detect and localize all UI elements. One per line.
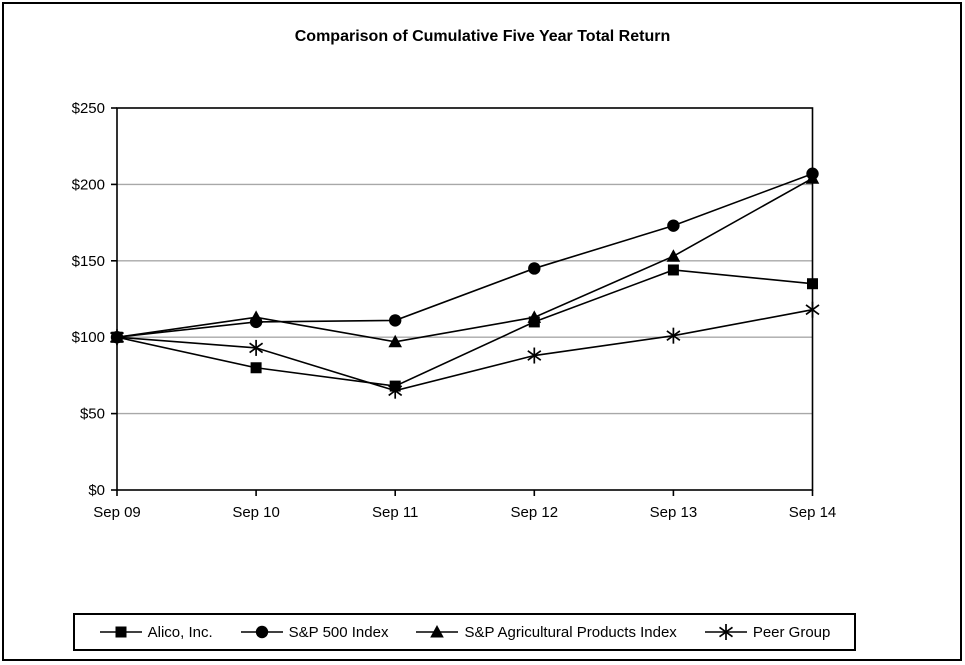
x-tick-label-sep-12: Sep 12 [511, 504, 559, 521]
x-tick-label-sep-13: Sep 13 [650, 504, 698, 521]
marker-triangle-s-p-agricultural-products-index [805, 171, 820, 184]
circle-marker-icon [240, 625, 283, 639]
legend-item-s-p-agricultural-products-index: S&P Agricultural Products Index [415, 623, 677, 641]
marker-square-alico-inc [667, 264, 679, 276]
triangle-marker-icon [416, 625, 459, 638]
x-tick-label-sep-14: Sep 14 [789, 504, 837, 521]
y-tick-label: $250 [72, 100, 105, 117]
marker-asterisk-peer-group [249, 339, 264, 356]
legend-item-s-p-500-index: S&P 500 Index [240, 623, 389, 641]
legend-item-peer-group: Peer Group [704, 623, 831, 641]
series-line-peer-group [116, 308, 813, 392]
legend-item-label: Peer Group [752, 623, 831, 641]
y-tick-label: $0 [88, 482, 105, 499]
marker-circle-s-p-500-index [528, 262, 541, 275]
y-axis: $0 $50 $100 $150 $200 $250 [72, 100, 117, 499]
series-s-p-agricultural-products-index [110, 171, 820, 348]
marker-asterisk-peer-group [388, 382, 403, 399]
y-tick-label: $200 [72, 176, 105, 193]
plot-border [116, 107, 814, 491]
marker-triangle-s-p-agricultural-products-index [249, 310, 263, 323]
asterisk-marker-icon [704, 624, 747, 640]
marker-circle-s-p-500-index [667, 219, 680, 232]
series-line-s-p-agricultural-products-index [116, 177, 813, 343]
y-tick-label: $50 [80, 406, 105, 423]
series-peer-group [110, 301, 820, 399]
chart-title: Comparison of Cumulative Five Year Total… [294, 28, 671, 45]
square-marker-icon [99, 626, 142, 638]
x-tick-label-sep-10: Sep 10 [232, 504, 280, 521]
marker-triangle-s-p-agricultural-products-index [666, 249, 681, 262]
gridlines [117, 183, 813, 415]
legend-item-label: S&P 500 Index [288, 623, 389, 641]
x-tick-label-sep-09: Sep 09 [93, 504, 141, 521]
marker-asterisk-peer-group [110, 329, 124, 346]
series-line-s-p-500-index [116, 172, 813, 338]
x-tick-label-sep-11: Sep 11 [372, 504, 418, 521]
marker-square-alico-inc [807, 278, 818, 290]
series-line-alico-inc [116, 269, 813, 387]
y-tick-label: $150 [72, 253, 105, 270]
marker-triangle-s-p-agricultural-products-index [527, 310, 542, 323]
legend-item-label: S&P Agricultural Products Index [464, 623, 677, 641]
marker-square-alico-inc [250, 362, 262, 374]
marker-asterisk-peer-group [805, 301, 820, 318]
y-tick-label: $100 [72, 329, 105, 346]
series-s-p-500-index [110, 167, 819, 344]
legend-item-label: Alico, Inc. [147, 623, 213, 641]
marker-triangle-s-p-agricultural-products-index [388, 334, 402, 348]
marker-asterisk-peer-group [666, 327, 681, 344]
legend-box: Alico, Inc. S&P 500 Index S&P Agricultural… [73, 613, 856, 651]
marker-asterisk-peer-group [527, 347, 542, 364]
marker-circle-s-p-500-index [389, 314, 402, 327]
legend-item-alico-inc: Alico, Inc. [99, 623, 213, 641]
x-axis: Sep 09 Sep 10 Sep 11 Sep 12 Sep 13 Sep 14 [93, 490, 836, 521]
